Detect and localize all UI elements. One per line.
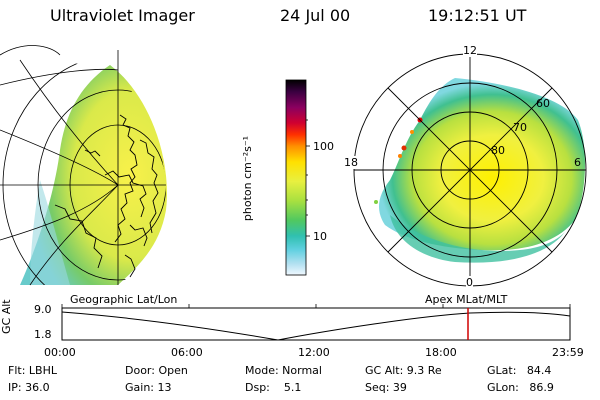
colorbar — [285, 79, 307, 276]
status-seq: Seq: 39 — [365, 381, 407, 394]
geographic-map — [0, 45, 167, 286]
colorbar-unit-label: photon cm⁻²s⁻¹ — [241, 135, 255, 222]
timeline-axis-title: GC Alt — [0, 299, 13, 334]
status-door: Door: Open — [125, 364, 188, 377]
status-glon: GLon: 86.9 — [487, 381, 554, 394]
status-dsp: Dsp: 5.1 — [245, 381, 302, 394]
mlt-label-12: 12 — [463, 44, 477, 57]
date-label: 24 Jul 00 — [280, 6, 351, 25]
status-filter: Flt: LBHL — [8, 364, 57, 377]
mlat-ring-80: 80 — [491, 144, 505, 157]
mlat-ring-60: 60 — [536, 97, 550, 110]
status-glat: GLat: 84.4 — [487, 364, 552, 377]
mlt-label-18: 18 — [344, 156, 358, 169]
timeline-xtick-1200: 12:00 — [298, 346, 330, 359]
apex-panel-label: Apex MLat/MLT — [425, 293, 508, 306]
timeline-xtick-1800: 18:00 — [425, 346, 457, 359]
mlt-label-6: 6 — [574, 156, 581, 169]
timeline-ytick-1-8: 1.8 — [34, 328, 52, 341]
colorbar-tick-100: 100 — [313, 140, 334, 153]
geographic-panel-label: Geographic Lat/Lon — [70, 293, 178, 306]
instrument-title: Ultraviolet Imager — [50, 6, 195, 25]
status-ip: IP: 36.0 — [8, 381, 50, 394]
timeline-ytick-9: 9.0 — [34, 303, 52, 316]
polar-plot — [353, 53, 587, 287]
mlat-ring-70: 70 — [513, 121, 527, 134]
status-gain: Gain: 13 — [125, 381, 172, 394]
orbit-timeline — [61, 304, 571, 341]
status-gc-alt: GC Alt: 9.3 Re — [365, 364, 442, 377]
timeline-xtick-0000: 00:00 — [44, 346, 76, 359]
mlt-label-0: 0 — [466, 276, 473, 289]
timeline-xtick-2359: 23:59 — [552, 346, 584, 359]
time-label: 19:12:51 UT — [428, 6, 527, 25]
status-mode: Mode: Normal — [245, 364, 322, 377]
colorbar-tick-10: 10 — [313, 230, 327, 243]
timeline-xtick-0600: 06:00 — [171, 346, 203, 359]
